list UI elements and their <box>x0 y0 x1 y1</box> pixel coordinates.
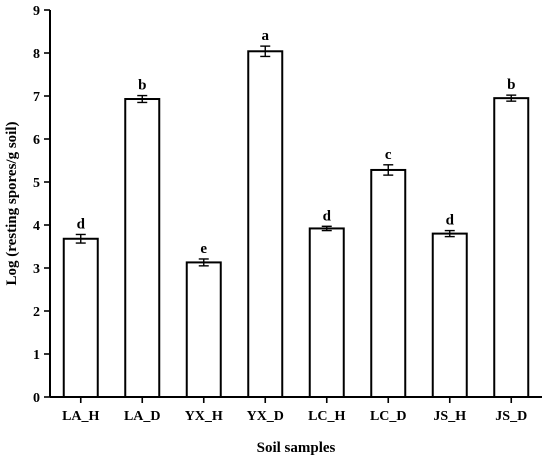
bars-group: d b e a d c d b <box>62 28 530 399</box>
y-tick-label: 9 <box>33 4 40 19</box>
significance-label: d <box>77 216 86 232</box>
significance-label: d <box>446 213 455 229</box>
y-tick-label: 2 <box>33 305 40 320</box>
bar <box>247 50 284 398</box>
bar <box>493 97 530 399</box>
y-tick-label: 4 <box>33 219 40 234</box>
x-axis-title: Soil samples <box>257 440 336 456</box>
x-axis-ticks: LA_H LA_D YX_H YX_D LC_H LC_D JS_H JS_D <box>62 397 527 424</box>
x-tick-label: LA_H <box>62 409 99 424</box>
y-tick-label: 8 <box>33 47 40 62</box>
y-tick-label: 3 <box>33 262 40 277</box>
x-tick-label: LC_D <box>370 409 407 424</box>
bar <box>185 261 222 398</box>
bar <box>370 168 407 398</box>
bar <box>62 237 99 398</box>
bar <box>431 232 468 398</box>
x-tick-label: JS_H <box>433 409 466 424</box>
x-tick-label: LC_H <box>308 409 345 424</box>
significance-label: d <box>323 208 332 224</box>
y-tick-label: 0 <box>33 391 40 406</box>
x-tick-label: YX_H <box>185 409 223 424</box>
x-tick-label: LA_D <box>124 409 161 424</box>
significance-label: c <box>385 147 392 163</box>
significance-label: b <box>507 77 515 93</box>
y-tick-label: 7 <box>33 90 40 105</box>
y-tick-label: 6 <box>33 133 40 148</box>
y-tick-label: 1 <box>33 348 40 363</box>
bar <box>124 98 161 398</box>
significance-label: e <box>200 241 207 257</box>
bar <box>308 227 345 398</box>
y-tick-label: 5 <box>33 176 40 191</box>
x-tick-label: JS_D <box>495 409 527 424</box>
significance-label: b <box>138 78 146 94</box>
y-axis-title: Log (resting spores/g soil) <box>4 121 20 285</box>
significance-label: a <box>262 28 270 44</box>
y-axis-ticks: 0 1 2 3 4 5 6 7 8 9 <box>33 4 50 406</box>
x-tick-label: YX_D <box>247 409 284 424</box>
